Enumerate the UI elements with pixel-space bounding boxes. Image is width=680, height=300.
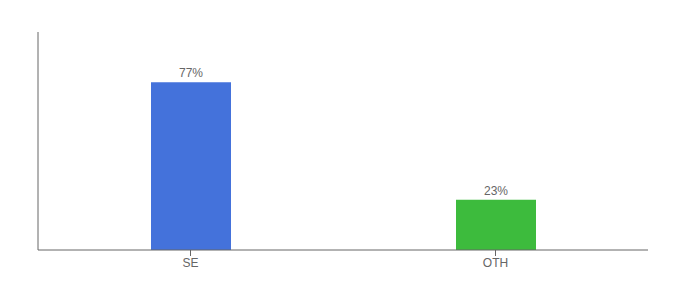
- svg-text:OTH: OTH: [483, 256, 508, 270]
- svg-text:SE: SE: [182, 256, 198, 270]
- svg-text:77%: 77%: [179, 66, 203, 80]
- svg-text:23%: 23%: [484, 184, 508, 198]
